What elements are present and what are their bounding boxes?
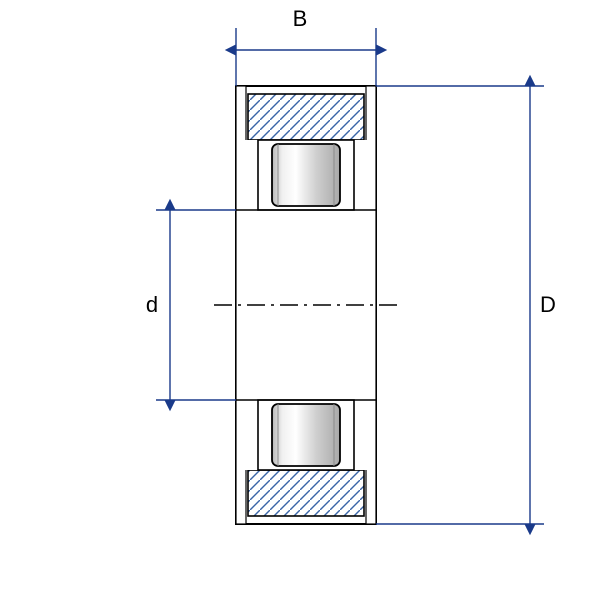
upper-hatched-wall <box>248 94 364 140</box>
upper-roller <box>272 144 340 206</box>
dim-label-D: D <box>540 292 556 317</box>
dim-label-d: d <box>146 292 158 317</box>
lower-hatched-wall <box>248 470 364 516</box>
bearing-cross-section-diagram: B Dd <box>0 0 600 600</box>
geometry-group <box>214 86 398 524</box>
lower-roller <box>272 404 340 466</box>
dim-label-B: B <box>293 6 308 31</box>
